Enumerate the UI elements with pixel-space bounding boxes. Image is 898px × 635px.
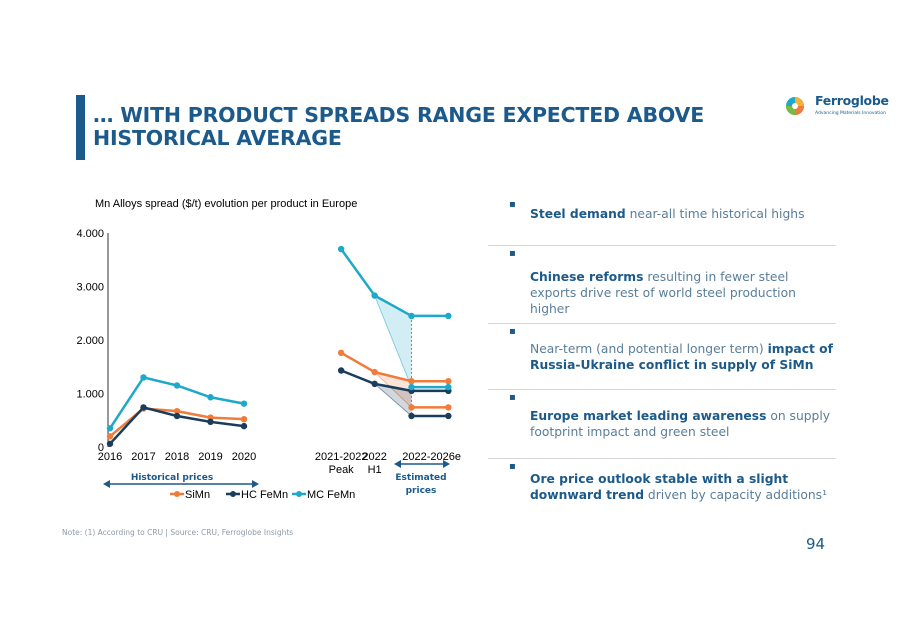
data-point: [445, 377, 452, 385]
legend-label: SiMn: [185, 489, 210, 501]
x-tick-label: 2022-2026e: [402, 451, 461, 463]
bullet-marker-icon: ▪: [509, 392, 516, 403]
y-tick-label: 1.000: [76, 389, 104, 401]
data-point: [445, 404, 452, 411]
bullet-item: ▪ Steel demand near-all time historical …: [488, 197, 836, 246]
legend-marker: [296, 491, 302, 497]
data-point: [106, 425, 114, 432]
data-point: [408, 404, 415, 411]
data-point: [337, 367, 345, 374]
bullet-bold-text: Europe market leading awareness: [530, 409, 767, 423]
bullet-text: driven by capacity additions¹: [644, 488, 828, 502]
data-point: [371, 292, 378, 299]
x-tick-label: 2020: [232, 451, 256, 463]
bullet-text: on supply footprint impact and green ste…: [530, 409, 831, 439]
bullet-item: ▪ Ore price outlook stable with a slight…: [488, 459, 836, 503]
page-number: 94: [806, 535, 826, 553]
ferroglobe-logo-icon: [786, 97, 804, 115]
data-point: [408, 412, 415, 420]
logo-tagline: Advancing Materials Innovation: [815, 111, 886, 116]
forecast-low-edge: [374, 371, 412, 408]
estimated-arrow-head-left: [394, 460, 401, 468]
y-tick-label: 0: [98, 442, 104, 454]
data-point: [106, 440, 114, 447]
bullet-text: near-all time historical highs: [625, 207, 805, 221]
forecast-low-edge: [374, 383, 412, 417]
legend-label: MC FeMn: [307, 489, 355, 501]
bullet-marker-icon: ▪: [509, 199, 516, 210]
series-line-hc-femn: [340, 369, 449, 393]
data-point: [240, 400, 248, 407]
bullet-item: ▪ Near-term (and potential longer term) …: [488, 324, 836, 390]
bullet-marker-icon: ▪: [509, 461, 516, 472]
historical-arrow-head-left: [103, 480, 110, 488]
bullet-item: ▪ Europe market leading awareness on sup…: [488, 390, 836, 459]
x-tick-label: 2021-2022 Peak: [315, 451, 368, 476]
bullet-marker-icon: ▪: [509, 248, 516, 259]
x-tick-label: 2019: [198, 451, 222, 463]
y-tick-label: 4.000: [76, 228, 104, 240]
bullet-bold-text: Steel demand: [530, 207, 626, 221]
data-point: [240, 422, 248, 430]
bullet-text: resulting in fewer steel exports drive r…: [530, 270, 796, 316]
data-point: [106, 433, 114, 440]
historical-arrow-head-right: [252, 480, 259, 488]
data-point: [173, 412, 181, 420]
x-tick-label: 2018: [165, 451, 189, 463]
estimated-prices-label: Estimated prices: [395, 473, 446, 496]
x-tick-label: 2016: [98, 451, 122, 463]
data-point: [140, 404, 147, 411]
series-line-mc-femn: [340, 248, 449, 318]
footnote: Note: (1) According to CRU | Source: CRU…: [62, 528, 294, 537]
bullet-bold-text: impact of Russia-Ukraine conflict in sup…: [530, 342, 833, 372]
bullet-bold-text: Ore price outlook stable with a slight d…: [530, 472, 789, 502]
data-point: [408, 312, 415, 320]
bullet-marker-icon: ▪: [509, 326, 516, 337]
legend-label: HC FeMn: [241, 489, 288, 501]
estimated-arrow-head-right: [443, 460, 450, 468]
bullet-list: ▪ Steel demand near-all time historical …: [488, 197, 836, 503]
bullet-text: Near-term (and potential longer term): [530, 342, 768, 356]
data-point: [445, 312, 452, 320]
slide-title: … WITH PRODUCT SPREADS RANGE EXPECTED AB…: [93, 103, 705, 150]
data-point: [240, 415, 248, 423]
data-point: [337, 245, 345, 253]
data-point: [408, 383, 415, 391]
legend-marker: [230, 491, 236, 497]
logo-wordmark: Ferroglobe: [815, 93, 889, 108]
data-point: [445, 412, 452, 420]
data-point: [207, 418, 214, 426]
legend-marker: [174, 491, 180, 497]
data-point: [371, 368, 378, 376]
data-point: [371, 380, 378, 388]
data-point: [445, 383, 452, 391]
chart-title: Mn Alloys spread ($/t) evolution per pro…: [95, 198, 358, 210]
series-line-simn: [340, 351, 449, 383]
data-point: [173, 382, 181, 389]
data-point: [408, 377, 415, 385]
title-accent-bar: [76, 95, 85, 160]
y-tick-label: 2.000: [76, 335, 104, 347]
bullet-bold-text: Chinese reforms: [530, 270, 644, 284]
data-point: [337, 349, 345, 357]
historical-prices-label: Historical prices: [131, 473, 213, 483]
bullet-item: ▪ Chinese reforms resulting in fewer ste…: [488, 246, 836, 324]
x-tick-label: 2022 H1: [362, 451, 386, 476]
data-point: [207, 394, 214, 401]
x-tick-label: 2017: [131, 451, 155, 463]
y-tick-label: 3.000: [76, 282, 104, 294]
forecast-low-edge: [374, 295, 412, 388]
data-point: [173, 407, 181, 415]
data-point: [140, 374, 147, 381]
